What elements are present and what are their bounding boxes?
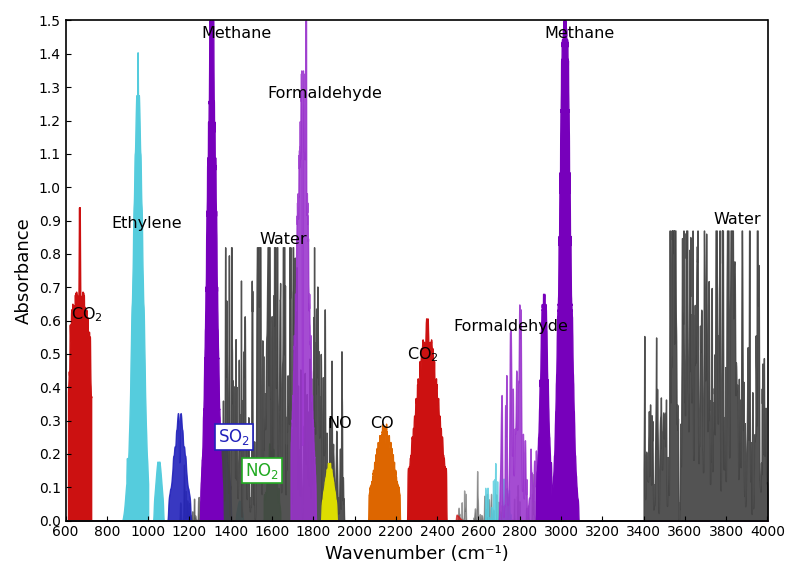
Text: Formaldehyde: Formaldehyde <box>268 86 382 101</box>
X-axis label: Wavenumber (cm⁻¹): Wavenumber (cm⁻¹) <box>325 545 508 563</box>
Text: Methane: Methane <box>202 25 272 40</box>
Text: CO$_2$: CO$_2$ <box>71 305 103 324</box>
Text: CO: CO <box>370 416 394 431</box>
Text: Water: Water <box>260 232 307 247</box>
Text: SO$_2$: SO$_2$ <box>218 427 250 447</box>
Text: NO: NO <box>328 416 352 431</box>
Text: CO$_2$: CO$_2$ <box>407 345 439 364</box>
Text: Water: Water <box>714 212 762 227</box>
Text: Formaldehyde: Formaldehyde <box>454 319 569 334</box>
Text: Ethylene: Ethylene <box>111 216 182 231</box>
Text: Methane: Methane <box>545 25 614 40</box>
Y-axis label: Absorbance: Absorbance <box>15 217 33 324</box>
Text: NO$_2$: NO$_2$ <box>245 461 279 480</box>
